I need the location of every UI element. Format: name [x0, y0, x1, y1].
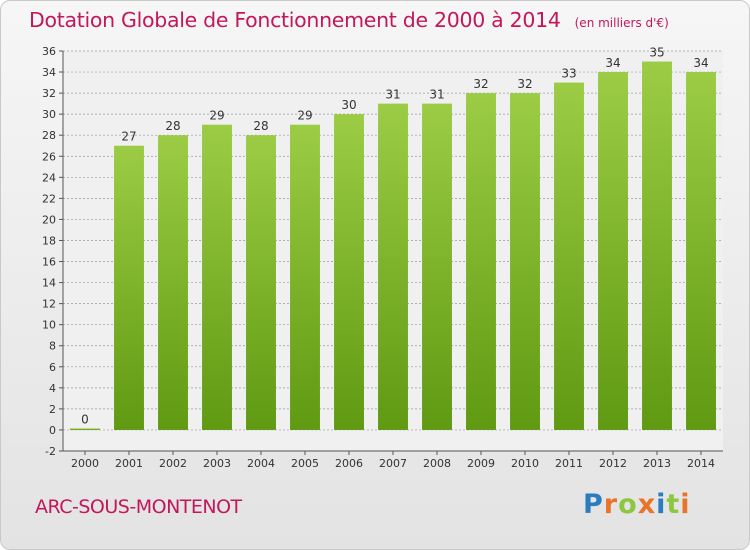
x-tick-label: 2008 — [423, 457, 451, 470]
data-label: 33 — [561, 67, 576, 81]
logo-letter: i — [656, 489, 667, 520]
data-label: 28 — [253, 119, 268, 133]
logo-letter: i — [680, 489, 691, 520]
y-tick-label: 20 — [42, 213, 56, 226]
bar — [70, 428, 100, 430]
data-label: 0 — [81, 412, 89, 426]
bar — [290, 124, 320, 430]
proxiti-logo: Proxiti — [583, 489, 691, 520]
x-tick-label: 2000 — [71, 457, 99, 470]
y-tick-label: 12 — [42, 298, 56, 311]
data-label: 32 — [473, 77, 488, 91]
x-tick-label: 2012 — [599, 457, 627, 470]
y-tick-label: 26 — [42, 150, 56, 163]
chart-unit: (en milliers d'€) — [574, 16, 669, 30]
data-label: 35 — [649, 46, 664, 60]
data-label: 29 — [209, 109, 224, 123]
bar — [554, 82, 584, 430]
logo-letter: t — [666, 489, 681, 520]
x-tick-label: 2014 — [687, 457, 715, 470]
logo-letter: o — [618, 489, 638, 520]
y-tick-label: 30 — [42, 108, 56, 121]
x-tick-label: 2006 — [335, 457, 363, 470]
y-tick-label: 18 — [42, 234, 56, 247]
y-tick-label: 32 — [42, 87, 56, 100]
data-label: 29 — [297, 109, 312, 123]
logo-letter: r — [603, 489, 619, 520]
data-label: 31 — [385, 88, 400, 102]
data-label: 31 — [429, 88, 444, 102]
data-label: 32 — [517, 77, 532, 91]
y-tick-label: 4 — [49, 382, 56, 395]
x-tick-label: 2001 — [115, 457, 143, 470]
bar — [598, 72, 628, 430]
y-tick-label: 6 — [49, 361, 56, 374]
bar — [114, 145, 144, 430]
bar — [642, 61, 672, 430]
y-tick-label: 22 — [42, 192, 56, 205]
x-tick-label: 2011 — [555, 457, 583, 470]
bar — [202, 124, 232, 430]
logo-letter: P — [583, 489, 604, 520]
bar — [422, 103, 452, 430]
y-tick-label: 16 — [42, 256, 56, 269]
y-tick-label: 2 — [49, 403, 56, 416]
x-tick-label: 2009 — [467, 457, 495, 470]
y-tick-label: 10 — [42, 319, 56, 332]
bar — [378, 103, 408, 430]
y-tick-label: 34 — [42, 66, 56, 79]
y-tick-label: 14 — [42, 277, 56, 290]
y-tick-label: -2 — [45, 445, 56, 458]
logo-letter: x — [637, 489, 657, 520]
bar — [158, 135, 188, 430]
y-tick-label: 8 — [49, 340, 56, 353]
data-label: 34 — [693, 56, 708, 70]
x-tick-label: 2002 — [159, 457, 187, 470]
x-tick-label: 2004 — [247, 457, 275, 470]
bar — [334, 114, 364, 430]
bar — [246, 135, 276, 430]
x-tick-label: 2007 — [379, 457, 407, 470]
chart-title: Dotation Globale de Fonctionnement de 20… — [29, 8, 669, 32]
y-tick-label: 24 — [42, 171, 56, 184]
x-tick-label: 2003 — [203, 457, 231, 470]
bar — [466, 93, 496, 430]
chart-title-text: Dotation Globale de Fonctionnement de 20… — [29, 8, 561, 32]
y-tick-label: 28 — [42, 129, 56, 142]
data-label: 28 — [165, 119, 180, 133]
x-tick-label: 2005 — [291, 457, 319, 470]
data-label: 30 — [341, 98, 356, 112]
x-tick-label: 2013 — [643, 457, 671, 470]
data-label: 27 — [121, 130, 136, 144]
y-tick-label: 0 — [49, 424, 56, 437]
y-tick-label: 36 — [42, 45, 56, 58]
data-label: 34 — [605, 56, 620, 70]
commune-name: ARC-SOUS-MONTENOT — [35, 496, 242, 518]
bar — [686, 72, 716, 430]
bar — [510, 93, 540, 430]
x-tick-label: 2010 — [511, 457, 539, 470]
